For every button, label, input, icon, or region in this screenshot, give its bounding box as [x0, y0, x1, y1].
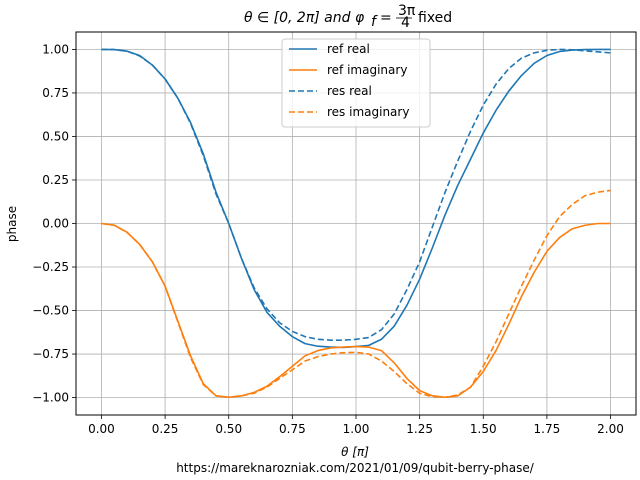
series-line-res-real	[101, 48, 611, 341]
y-tick-label: −1.00	[32, 391, 69, 405]
y-tick-label: 0.50	[42, 129, 69, 143]
y-axis-ticks: 1.00 0.75 0.50 0.25 0.00 −0.25 −0.50 −0.75 −1.00	[32, 42, 76, 405]
series-lines	[101, 48, 611, 399]
x-tick-label: 0.75	[279, 422, 306, 436]
title-main: θ ∈ [0, 2π] and φ	[244, 10, 365, 26]
legend: ref real ref imaginary res real res imagina…	[281, 38, 431, 128]
series-line-res-imaginary	[101, 189, 611, 399]
legend-label-res-imaginary: res imaginary	[327, 105, 409, 119]
title-equals: =	[380, 10, 392, 26]
x-tick-label: 1.00	[343, 422, 370, 436]
x-tick-label: 0.50	[215, 422, 242, 436]
y-tick-label: −0.25	[32, 260, 69, 274]
y-tick-label: 0.25	[42, 173, 69, 187]
legend-label-ref-real: ref real	[327, 42, 370, 56]
x-tick-label: 0.25	[152, 422, 179, 436]
legend-box	[281, 38, 431, 128]
legend-label-res-real: res real	[327, 84, 372, 98]
y-tick-label: 0.75	[42, 86, 69, 100]
x-tick-label: 1.50	[470, 422, 497, 436]
y-tick-label: −0.50	[32, 304, 69, 318]
x-axis-ticks: 0.00 0.25 0.50 0.75 1.00 1.25 1.50 1.75 2.00	[88, 415, 624, 436]
x-axis-label: θ [π]	[341, 445, 369, 459]
y-axis-label: phase	[5, 206, 19, 242]
y-tick-label: 1.00	[42, 42, 69, 56]
x-tick-label: 0.00	[88, 422, 115, 436]
y-tick-label: −0.75	[32, 347, 69, 361]
source-url: https://mareknarozniak.com/2021/01/09/qu…	[176, 461, 535, 475]
title-frac-numerator: 3π	[398, 3, 416, 19]
legend-label-ref-imaginary: ref imaginary	[327, 63, 407, 77]
x-tick-label: 2.00	[597, 422, 624, 436]
x-tick-label: 1.25	[406, 422, 433, 436]
title-frac-denominator: 4	[401, 15, 410, 31]
x-tick-label: 1.75	[534, 422, 561, 436]
title-suffix: fixed	[418, 10, 452, 26]
y-tick-label: 0.00	[42, 217, 69, 231]
chart-title: θ ∈ [0, 2π] and φ f = 3π 4 fixed	[244, 3, 452, 31]
title-subscript: f	[371, 14, 378, 30]
